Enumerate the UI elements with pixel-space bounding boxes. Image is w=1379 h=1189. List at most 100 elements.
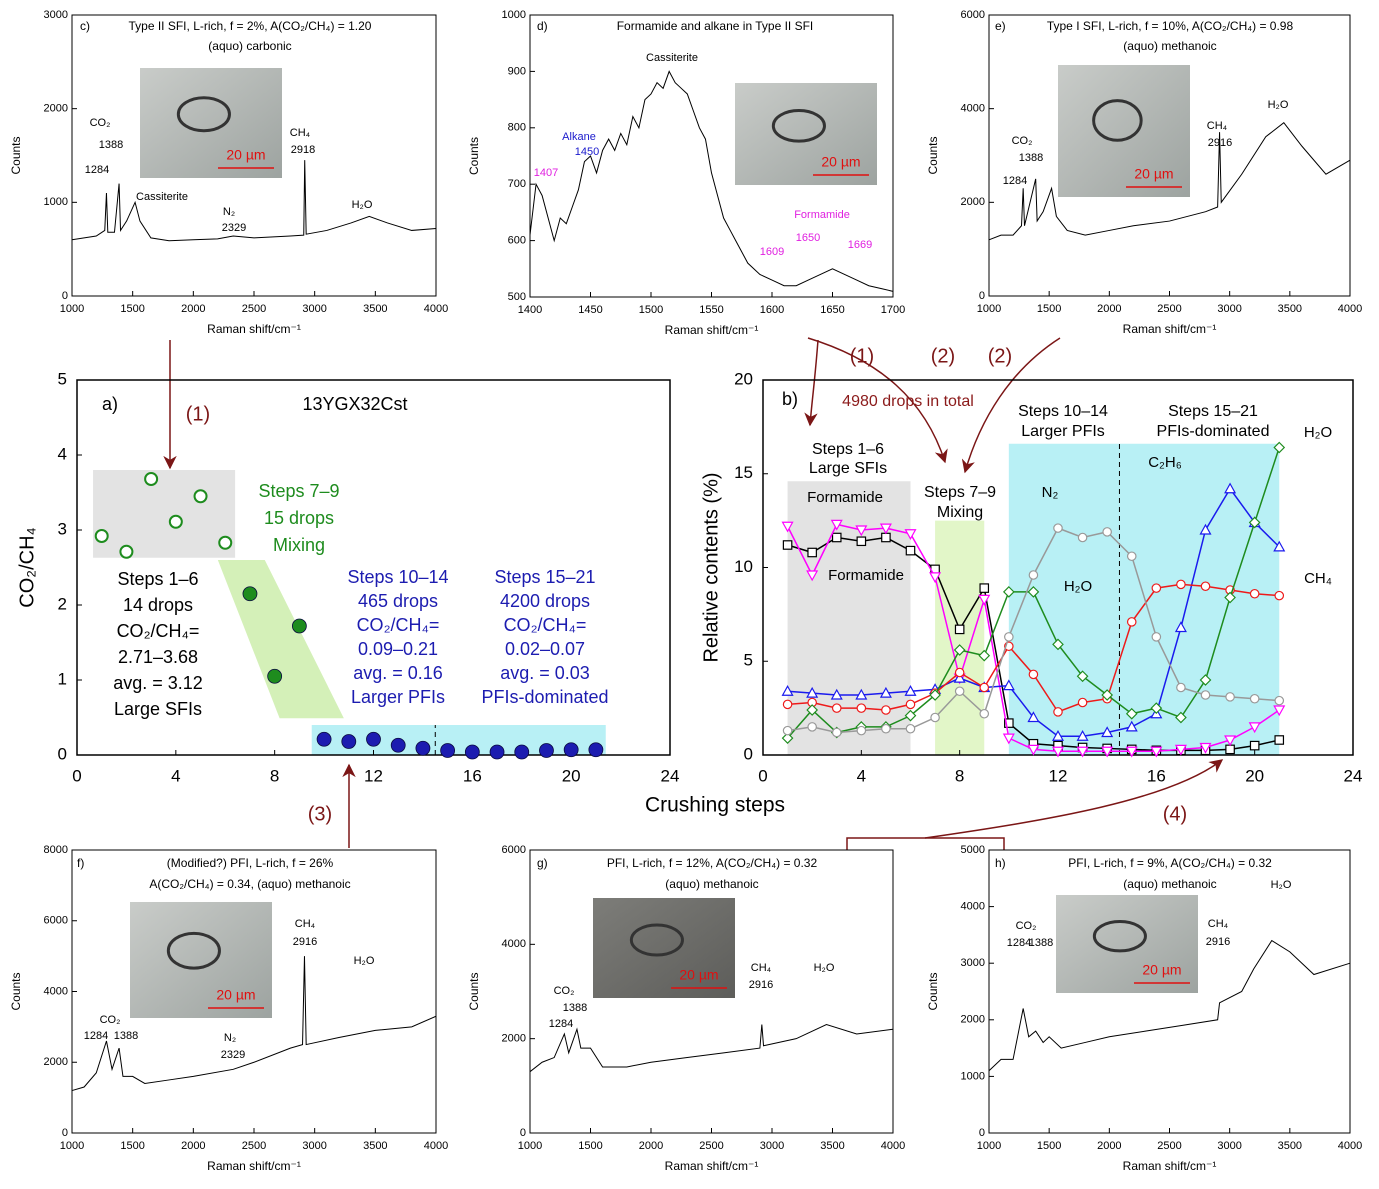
point	[1200, 690, 1211, 700]
y-tick-label: 1	[58, 669, 67, 688]
shaded-region	[93, 470, 236, 558]
x-tick-label: 24	[661, 766, 680, 785]
x-axis-label: Raman shift/cm⁻¹	[207, 322, 301, 336]
point	[781, 685, 794, 696]
point	[855, 688, 868, 700]
point	[1248, 722, 1261, 734]
point	[1125, 746, 1138, 758]
point	[1101, 746, 1114, 758]
x-tick-label: 4	[857, 766, 866, 785]
inclusion-photo	[1058, 65, 1190, 197]
peak-label: 2916	[1208, 137, 1232, 149]
point	[1225, 692, 1235, 702]
point	[1126, 617, 1137, 627]
point	[930, 712, 940, 723]
x-tick-label: 1500	[120, 303, 144, 315]
point	[782, 725, 793, 736]
series-label: H₂O	[1064, 578, 1092, 595]
point	[979, 583, 990, 593]
annotation: Steps 1–6	[117, 569, 198, 589]
peak-label: N₂	[223, 206, 235, 218]
point	[1027, 586, 1040, 598]
point	[1101, 689, 1114, 701]
peak-label: 1284	[549, 1018, 573, 1030]
annotation: 0.02–0.07	[505, 639, 585, 659]
y-tick-label: 2	[58, 594, 67, 613]
y-tick-label: 0	[979, 1127, 985, 1139]
y-tick-label: 0	[58, 744, 67, 763]
peak-label: Cassiterite	[646, 52, 698, 64]
scatter-point	[563, 742, 579, 758]
scale-bar-label: 20 µm	[1142, 962, 1181, 978]
x-tick-label: 3500	[363, 303, 387, 315]
peak-label: CH₄	[751, 962, 772, 974]
series-line	[988, 939, 1351, 1072]
x-tick-label: 1500	[578, 1140, 602, 1152]
x-tick-label: 1500	[120, 1140, 144, 1152]
scatter-point	[440, 743, 456, 758]
chart-title: 13YGX32Cst	[302, 394, 407, 414]
point	[1249, 740, 1260, 751]
x-tick-label: 1500	[1037, 303, 1061, 315]
point	[904, 529, 917, 540]
point	[1077, 532, 1088, 543]
annotation: avg. = 0.03	[500, 663, 590, 683]
peak-label: 1388	[1019, 152, 1043, 164]
peak-label: 1388	[1029, 937, 1053, 949]
chart-title: PFI, L-rich, f = 12%, A(CO₂/CH₄) = 0.32	[607, 856, 818, 870]
x-axis-label: Raman shift/cm⁻¹	[207, 1159, 301, 1173]
scatter-point	[144, 472, 159, 486]
shaded-region	[311, 725, 606, 755]
point	[1076, 746, 1089, 758]
point	[979, 708, 990, 719]
panel-label: a)	[102, 394, 118, 414]
scatter-point	[514, 744, 530, 760]
peak-label: CO₂	[1016, 920, 1037, 932]
scatter-point	[119, 544, 134, 559]
point	[1273, 441, 1286, 454]
point	[1150, 746, 1163, 758]
panel-label: c)	[80, 19, 90, 33]
peak-label: CO₂	[1012, 135, 1033, 147]
x-tick-label: 2500	[242, 303, 266, 315]
point	[1199, 742, 1212, 754]
peak-label: 2916	[1206, 936, 1230, 948]
point	[1199, 674, 1212, 686]
point	[1028, 570, 1039, 580]
scale-bar-label: 20 µm	[216, 987, 255, 1003]
y-tick-label: 0	[62, 1127, 68, 1139]
y-tick-label: 800	[508, 122, 526, 134]
y-axis-label: Counts	[926, 136, 940, 174]
x-tick-label: 8	[270, 766, 279, 785]
point	[905, 545, 916, 556]
point	[1027, 744, 1040, 756]
point	[1102, 527, 1112, 537]
y-tick-label: 0	[62, 290, 68, 302]
point	[1273, 540, 1286, 552]
arrows	[163, 337, 1224, 850]
point	[1224, 482, 1237, 494]
y-tick-label: 4	[58, 444, 67, 463]
annotation: 465 drops	[358, 591, 438, 611]
chart-title: (Modified?) PFI, L-rich, f = 26%	[167, 856, 334, 870]
y-axis-label: Counts	[9, 972, 23, 1010]
x-tick-label: 3000	[302, 303, 326, 315]
peak-label: 1669	[848, 239, 872, 251]
scale-bar-label: 20 µm	[226, 147, 265, 163]
series-label: CH₄	[1304, 570, 1332, 587]
inclusion-shape	[176, 96, 231, 133]
scale-bar-label: 20 µm	[821, 154, 860, 170]
y-tick-label: 1000	[502, 9, 526, 21]
annotation: 4980 drops in total	[842, 393, 974, 410]
panel-label: e)	[995, 19, 1006, 33]
peak-label: CO₂	[554, 985, 575, 997]
point	[1224, 591, 1236, 604]
x-tick-label: 1000	[977, 1140, 1001, 1152]
inclusion-shape	[629, 923, 684, 957]
point	[881, 705, 891, 715]
inclusion-photo	[735, 83, 877, 185]
point	[954, 686, 965, 697]
point	[1051, 730, 1065, 741]
point	[1004, 718, 1014, 728]
